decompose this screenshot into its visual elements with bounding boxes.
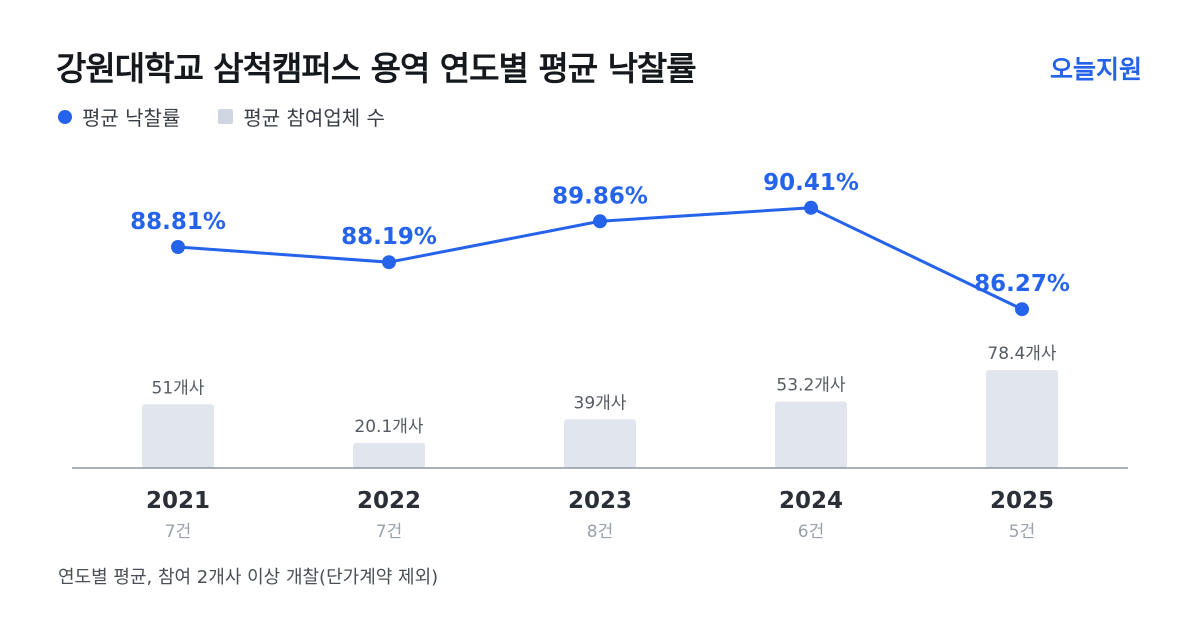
line-point <box>804 200 818 215</box>
legend-dot-icon <box>58 109 72 124</box>
bar <box>142 404 214 468</box>
line-value-label: 86.27% <box>974 271 1070 297</box>
line-point <box>593 214 607 229</box>
bar-value-label: 51개사 <box>152 378 205 398</box>
legend-label-bidders: 평균 참여업체 수 <box>243 106 385 130</box>
x-tick-label: 2021 <box>146 488 210 514</box>
x-tick-label: 2025 <box>990 488 1054 514</box>
bar <box>353 442 425 468</box>
x-sub-label: 8건 <box>587 522 613 542</box>
bar-value-label: 20.1개사 <box>354 417 423 437</box>
line-point <box>171 240 185 254</box>
line-value-label: 89.86% <box>552 183 648 209</box>
footnote: 연도별 평균, 참여 2개사 이상 개찰(단가계약 제외) <box>58 567 439 588</box>
bar <box>775 401 847 468</box>
line-value-label: 88.81% <box>130 209 226 235</box>
chart-title: 강원대학교 삼척캠퍼스 용역 연도별 평균 낙찰률 <box>56 49 697 88</box>
x-sub-label: 6건 <box>798 522 824 542</box>
line-point <box>382 255 396 270</box>
legend-square-icon <box>218 109 234 124</box>
line-value-label: 88.19% <box>341 224 437 250</box>
line-point <box>1015 302 1029 317</box>
bar-value-label: 78.4개사 <box>987 344 1056 364</box>
x-sub-label: 5건 <box>1009 522 1035 542</box>
x-tick-label: 2023 <box>568 488 632 514</box>
x-sub-label: 7건 <box>165 522 191 542</box>
line-value-label: 90.41% <box>763 170 859 196</box>
bar-value-label: 53.2개사 <box>776 376 845 396</box>
x-tick-label: 2022 <box>357 488 421 514</box>
brand-logo[interactable]: 오늘지원 <box>1049 55 1142 84</box>
legend-label-rate: 평균 낙찰률 <box>82 106 181 130</box>
bar <box>986 370 1058 468</box>
legend-item-bidders: 평균 참여업체 수 <box>218 102 385 131</box>
x-sub-label: 7건 <box>376 522 402 542</box>
legend-item-rate: 평균 낙찰률 <box>58 102 180 131</box>
bar <box>564 419 636 468</box>
bar-value-label: 39개사 <box>574 393 627 413</box>
x-tick-label: 2024 <box>779 488 843 514</box>
legend: 평균 낙찰률 평균 참여업체 수 <box>58 102 423 131</box>
